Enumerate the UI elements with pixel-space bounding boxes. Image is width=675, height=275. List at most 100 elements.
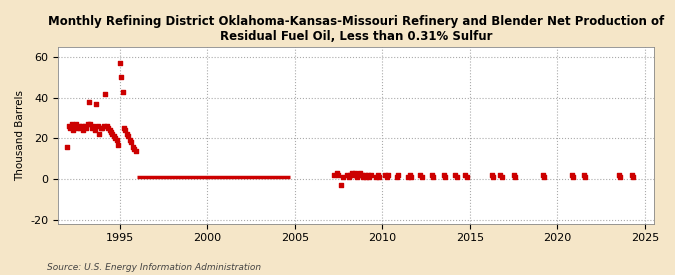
- Point: [365, 173, 376, 177]
- Point: [416, 175, 427, 179]
- Point: [65, 126, 76, 130]
- Point: [94, 132, 105, 137]
- Point: [82, 122, 93, 127]
- Point: [68, 128, 78, 133]
- Point: [568, 175, 578, 179]
- Point: [107, 132, 117, 137]
- Point: [486, 173, 497, 177]
- Point: [122, 132, 132, 137]
- Point: [404, 173, 415, 177]
- Point: [358, 175, 369, 179]
- Point: [508, 173, 519, 177]
- Point: [105, 130, 116, 134]
- Point: [104, 128, 115, 133]
- Point: [103, 126, 113, 130]
- Point: [119, 126, 130, 130]
- Point: [381, 175, 392, 179]
- Point: [403, 175, 414, 179]
- Point: [393, 173, 404, 177]
- Point: [101, 124, 112, 128]
- Point: [613, 173, 624, 177]
- Point: [510, 175, 520, 179]
- Text: Source: U.S. Energy Information Administration: Source: U.S. Energy Information Administ…: [47, 263, 261, 272]
- Point: [383, 173, 394, 177]
- Point: [89, 128, 100, 133]
- Point: [460, 173, 470, 177]
- Point: [462, 175, 472, 179]
- Point: [91, 102, 102, 106]
- Point: [346, 171, 357, 175]
- Point: [342, 173, 352, 177]
- Point: [85, 122, 96, 127]
- Point: [124, 138, 135, 143]
- Point: [628, 175, 639, 179]
- Point: [114, 61, 125, 65]
- Point: [487, 175, 498, 179]
- Point: [86, 126, 97, 130]
- Point: [380, 173, 391, 177]
- Point: [88, 124, 99, 128]
- Point: [331, 171, 342, 175]
- Point: [537, 173, 548, 177]
- Point: [120, 128, 131, 133]
- Point: [354, 173, 364, 177]
- Point: [392, 175, 402, 179]
- Point: [109, 134, 119, 139]
- Point: [79, 124, 90, 128]
- Point: [360, 175, 371, 179]
- Point: [84, 100, 95, 104]
- Point: [70, 122, 81, 127]
- Point: [350, 173, 361, 177]
- Point: [75, 126, 86, 130]
- Point: [129, 146, 140, 151]
- Point: [95, 126, 106, 130]
- Point: [74, 124, 84, 128]
- Point: [345, 173, 356, 177]
- Point: [329, 173, 340, 177]
- Point: [427, 173, 437, 177]
- Point: [428, 175, 439, 179]
- Point: [97, 126, 107, 130]
- Point: [362, 173, 373, 177]
- Point: [349, 171, 360, 175]
- Point: [438, 173, 449, 177]
- Point: [69, 124, 80, 128]
- Point: [359, 173, 370, 177]
- Point: [496, 175, 507, 179]
- Point: [80, 126, 91, 130]
- Point: [364, 175, 375, 179]
- Point: [78, 128, 88, 133]
- Point: [61, 144, 72, 149]
- Point: [452, 175, 462, 179]
- Point: [495, 173, 506, 177]
- Point: [72, 126, 83, 130]
- Point: [333, 173, 344, 177]
- Point: [356, 173, 367, 177]
- Point: [578, 173, 589, 177]
- Point: [98, 124, 109, 128]
- Point: [566, 173, 577, 177]
- Point: [614, 175, 625, 179]
- Point: [348, 173, 358, 177]
- Point: [539, 175, 549, 179]
- Point: [126, 140, 137, 145]
- Point: [63, 124, 74, 128]
- Point: [626, 173, 637, 177]
- Point: [111, 138, 122, 143]
- Point: [439, 175, 450, 179]
- Point: [128, 144, 138, 149]
- Point: [130, 148, 141, 153]
- Point: [415, 173, 426, 177]
- Point: [371, 175, 382, 179]
- Title: Monthly Refining District Oklahoma-Kansas-Missouri Refinery and Blender Net Prod: Monthly Refining District Oklahoma-Kansa…: [48, 15, 664, 43]
- Point: [580, 175, 591, 179]
- Point: [373, 173, 383, 177]
- Point: [66, 122, 77, 127]
- Point: [115, 75, 126, 80]
- Point: [336, 183, 347, 187]
- Point: [406, 175, 417, 179]
- Point: [92, 124, 103, 128]
- Y-axis label: Thousand Barrels: Thousand Barrels: [15, 90, 25, 181]
- Point: [123, 134, 134, 139]
- Point: [100, 92, 111, 96]
